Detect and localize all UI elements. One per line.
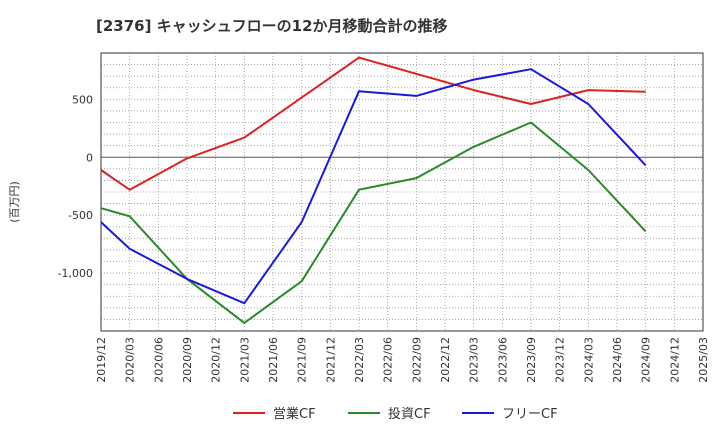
x-ticks: 2019/12 2020/03 2020/06 2020/09 2020/12 2021/… — [95, 337, 710, 383]
legend-label-1: 投資CF — [388, 406, 431, 422]
y-axis-label: (百万円) — [8, 181, 21, 223]
x-tick-label: 2022/06 — [382, 337, 395, 383]
y-tick-label: -1,000 — [58, 267, 93, 280]
x-tick-label: 2023/09 — [525, 337, 538, 383]
legend: 営業CF 投資CF フリーCF — [233, 406, 558, 422]
x-tick-label: 2022/12 — [439, 337, 452, 383]
series-line-1 — [100, 121, 647, 324]
y-ticks: -1,000 -500 0 500 — [58, 93, 93, 280]
x-tick-label: 2024/12 — [668, 337, 681, 383]
y-tick-label: 0 — [86, 151, 93, 164]
x-tick-label: 2020/06 — [152, 337, 165, 383]
x-tick-label: 2024/03 — [582, 337, 595, 383]
x-tick-label: 2021/03 — [238, 337, 251, 383]
series-line-2 — [100, 68, 647, 305]
plot-frame — [100, 52, 704, 332]
series-lines — [100, 56, 647, 324]
x-tick-label: 2020/12 — [210, 337, 223, 383]
x-tick-label: 2021/12 — [324, 337, 337, 383]
x-tick-label: 2022/09 — [410, 337, 423, 383]
x-tick-label: 2025/03 — [697, 337, 710, 383]
legend-label-0: 営業CF — [273, 406, 316, 422]
x-tick-label: 2023/12 — [554, 337, 567, 383]
x-tick-label: 2022/03 — [353, 337, 366, 383]
plot-border — [100, 52, 704, 332]
y-tick-label: -500 — [68, 209, 93, 222]
y-tick-label: 500 — [72, 93, 93, 106]
x-tick-label: 2021/06 — [267, 337, 280, 383]
chart-title: [2376] キャッシュフローの12か月移動合計の推移 — [96, 17, 448, 35]
x-tick-label: 2024/06 — [611, 337, 624, 383]
x-tick-label: 2020/09 — [181, 337, 194, 383]
x-tick-label: 2023/03 — [468, 337, 481, 383]
x-tick-label: 2024/09 — [640, 337, 653, 383]
legend-label-2: フリーCF — [502, 407, 558, 422]
x-tick-label: 2020/03 — [124, 337, 137, 383]
x-tick-label: 2019/12 — [95, 337, 108, 383]
series-line-0 — [100, 56, 646, 191]
x-tick-label: 2021/09 — [296, 337, 309, 383]
x-tick-label: 2023/06 — [496, 337, 509, 383]
